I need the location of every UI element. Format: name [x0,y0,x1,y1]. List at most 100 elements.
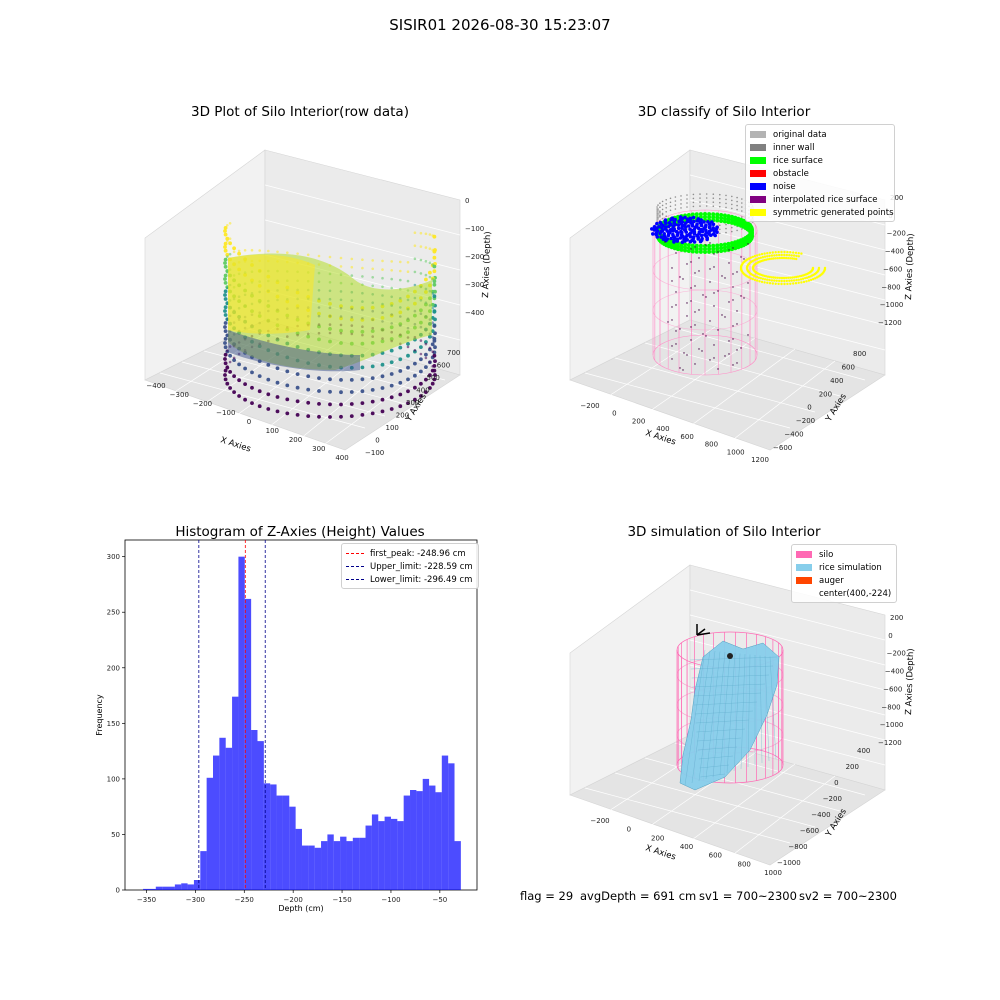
panel1-point-141 [339,402,343,407]
panel1-point-506 [381,285,384,289]
panel2-legend-swatch-1 [750,144,766,151]
panel4-z-ticks: −1200 −1000 −800 −600 −400 −200 0 200 [878,614,906,747]
panel2-point-515 [651,232,655,236]
panel4-y-tick-6: 200 [846,763,859,771]
panel1-point-131 [349,402,354,406]
panel2-point-723 [749,256,752,259]
panel2-point-247 [686,246,691,250]
panel2-point-814 [690,300,692,302]
histogram-ytick-2: 100 [107,775,120,783]
panel2-point-750 [771,251,774,254]
panel1-point-251 [237,378,241,383]
panel2-point-221 [722,248,727,253]
panel4-legend-label-0: silo [819,549,834,560]
panel2-point-530 [691,235,696,239]
panel2-point-866 [690,326,692,328]
panel2-legend-item-1: inner wall [750,141,888,154]
panel1-point-318 [223,241,228,246]
panel1-point-592 [432,339,437,343]
panel1-y-tick-8: 700 [447,349,460,357]
panel1-point-306 [223,277,227,281]
panel1-point-289 [225,236,230,241]
panel1-point-31 [428,373,432,378]
panel2-point-863 [743,297,745,299]
panel2-point-160 [741,198,743,200]
panel1-point-518 [390,269,394,272]
panel3-xlabel: Depth (cm) [278,904,323,913]
panel2-point-346 [707,215,712,220]
panel1-point-399 [267,249,270,253]
panel2-point-749 [773,254,776,257]
panel2-point-362 [726,220,731,225]
panel4-mesh-h-5 [693,701,758,706]
panel1-point-478 [350,265,354,269]
histogram-bar-7 [187,884,194,890]
panel2-point-728 [757,257,761,260]
panel2-point-844 [675,330,677,332]
panel1-point-180 [295,413,300,417]
panel1-point-479 [350,257,354,261]
panel1-point-295 [223,297,228,301]
panel1-y-ticks: −100 0 100 200 300 400 500 600 700 [365,349,460,457]
panel1-point-429 [296,252,299,255]
panel1-point-162 [317,389,321,393]
panel1-point-291 [223,361,228,366]
panel1-point-52 [419,369,423,374]
panel1-point-309 [223,229,227,233]
panel2-y-tick-0: −600 [773,444,792,452]
panel1-point-212 [266,377,271,382]
histogram-bar-47 [441,755,449,890]
panel1-x-tick-5: 100 [266,427,279,435]
histogram-xtick-6: −50 [432,896,447,904]
panel1-point-122 [360,389,365,394]
panel4-mesh-v-12 [764,655,770,762]
panel2-point-755 [778,253,781,257]
panel2-point-520 [676,231,680,235]
panel2-point-855 [686,263,688,265]
panel4-mesh-h-9 [697,737,742,742]
panel4-legend-label-1: rice simulation [819,562,882,573]
panel2-point-843 [724,277,726,279]
panel1-x-tick-2: −200 [193,400,212,408]
panel2-point-142 [712,201,715,203]
panel1-point-585 [431,292,435,295]
panel2-y-tick-5: 400 [830,377,843,385]
panel2-point-214 [730,244,734,249]
panel2-point-106 [661,208,664,211]
panel1-point-18 [432,269,437,274]
panel1-point-591 [432,353,437,358]
panel2-point-539 [664,221,668,225]
panel1-point-489 [361,258,364,261]
histogram-legend-item-2: Lower_limit: -296.49 cm [346,573,472,586]
panel4-legend-item-2: auger [796,574,890,587]
panel1-point-203 [275,366,280,371]
panel2-point-856 [724,316,726,318]
panel2-point-797 [698,309,700,311]
histogram-bar-26 [308,845,315,890]
panel1-point-302 [223,341,227,345]
panel2-point-663 [749,277,752,280]
panel2-point-495 [692,219,696,224]
panel2-point-30 [731,226,733,229]
histogram-bar-11 [213,755,220,890]
panel2-point-640 [770,276,773,279]
panel1-point-409 [276,250,279,254]
histogram-bar-43 [416,791,423,890]
panel2-point-636 [771,282,774,285]
panel2-point-734 [761,256,765,259]
panel2-point-130 [692,201,695,204]
panel2-point-740 [766,255,769,258]
panel2-point-596 [804,277,807,280]
panel1-title: 3D Plot of Silo Interior(row data) [191,104,409,120]
histogram-bar-15 [238,556,245,890]
panel2-point-459 [707,232,711,236]
panel2-point-483 [685,233,689,238]
panel2-x-tick-1: 0 [612,410,616,418]
histogram-bar-34 [359,837,366,890]
panel2-point-128 [692,193,695,196]
panel1-point-581 [431,350,435,353]
panel2-point-549 [654,232,659,237]
panel2-point-445 [679,222,684,226]
panel1-point-508 [381,268,384,271]
